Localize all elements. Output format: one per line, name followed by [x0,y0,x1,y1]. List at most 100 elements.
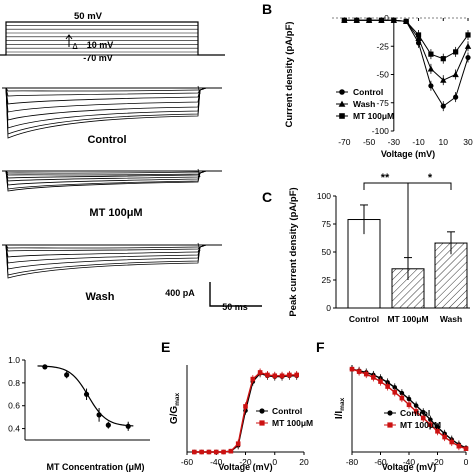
f-data-point [442,434,447,440]
b-data-point [391,17,397,23]
e-legend-marker [259,420,265,426]
d-data-point [83,391,90,397]
b-data-point [464,43,472,49]
e-x-axis-label: Voltage (mV) [218,462,272,472]
f-data-point [392,390,398,395]
c-y-tick-label: 25 [322,275,332,285]
f-data-point [378,379,383,384]
f-data-point [371,375,376,380]
scale-bar [209,282,262,307]
e-data-point [294,372,299,378]
wash-trace [5,244,222,270]
c-y-axis-label: Peak current density (pA/pF) [288,187,299,316]
b-y-tick-label: -50 [377,70,390,80]
c-category-label: Wash [440,314,462,324]
b-data-point [453,49,459,55]
e-data-point [206,449,212,455]
b-data-point [428,51,434,57]
e-data-point [250,376,256,382]
f-data-point [406,402,412,408]
e-data-point [221,449,226,455]
e-data-point [243,404,248,409]
wash-trace [5,244,222,258]
trace-label-wash: Wash [86,291,115,303]
chart-layer: 0 -25 -50 -75 -100 -70 -50 -30 -10 10 30 Voltage (m… [8,13,473,472]
e-data-point [257,370,263,375]
f-data-point [363,371,369,377]
b-x-tick-label: 10 [439,137,449,147]
e-data-point [235,441,241,447]
mt-trace [5,170,222,179]
b-legend-marker [339,113,345,119]
c-category-label: MT 100μM [387,314,428,324]
c-bar [347,219,381,309]
f-x-tick-label: -40 [403,457,416,467]
f-x-tick-label: 0 [464,457,469,467]
b-legend-label: MT 100μM [353,111,394,121]
f-data-point [449,439,455,445]
b-y-tick-label: -100 [372,126,389,136]
trace-label-mt: MT 100μM [89,207,142,219]
f-data-point [349,366,355,372]
b-y-tick-label: -75 [377,98,390,108]
b-data-point [427,65,435,72]
f-data-point [420,409,426,415]
b-x-axis-label: Voltage (mV) [381,149,435,159]
panel-letter-f: F [316,339,325,355]
f-data-point [392,385,398,390]
protocol-label-minus70mv: -70 mV [83,53,113,63]
d-data-point [64,372,70,378]
panel-a: 50 mV Δ 10 mV -70 mV Control MT 100μM Wa… [0,11,262,312]
f-data-point [435,428,440,434]
b-x-tick-label: -70 [338,137,351,147]
d-data-point [42,364,48,370]
b-x-tick-label: -30 [388,137,401,147]
f-x-axis-label: Voltage (mV) [382,462,436,472]
panel-letter-e: E [161,339,170,355]
f-data-point [385,384,390,389]
c-sig-marker: ** [381,172,390,184]
f-x-tick-label: -20 [431,457,444,467]
control-trace [5,87,222,121]
f-data-point [399,390,405,396]
d-y-tick-label: 0.6 [8,401,20,411]
scale-time-label: 50 ms [222,302,248,312]
d-data-point [105,422,111,428]
b-data-point [440,76,447,83]
f-data-point [420,415,426,421]
protocol-label-50mv: 50 mV [74,11,103,22]
protocol-outer [0,21,225,56]
panel-letter-b: B [262,1,272,17]
mt-trace [5,170,222,174]
mt-trace [5,170,222,176]
f-data-point [406,396,412,402]
wash-tail [197,242,201,252]
e-legend-marker [259,408,265,414]
b-legend-label: Wash [353,99,375,109]
c-sig-marker: * [428,172,433,184]
c-y-tick-label: 75 [322,219,332,229]
b-data-point [354,17,360,23]
control-trace [5,87,222,113]
up-arrow-icon [65,34,73,47]
control-trace [5,87,222,139]
mt-trace [5,170,222,182]
e-data-point [265,372,270,378]
f-x-tick-label: -80 [346,457,359,467]
e-data-point [192,449,197,455]
b-data-point [465,32,471,38]
e-x-tick-label: -40 [210,457,223,467]
b-legend-marker [339,89,345,95]
panel-letter-c: C [262,189,272,205]
f-data-point [413,409,419,414]
f-data-point [356,369,362,374]
e-legend-label: Control [272,406,302,416]
e-x-tick-label: 0 [272,457,277,467]
f-data-point [413,403,419,408]
b-data-point [465,54,471,61]
d-data-point [125,423,131,429]
d-y-tick-label: 0.8 [8,378,20,388]
e-data-point [199,449,204,455]
b-data-point [440,103,446,109]
